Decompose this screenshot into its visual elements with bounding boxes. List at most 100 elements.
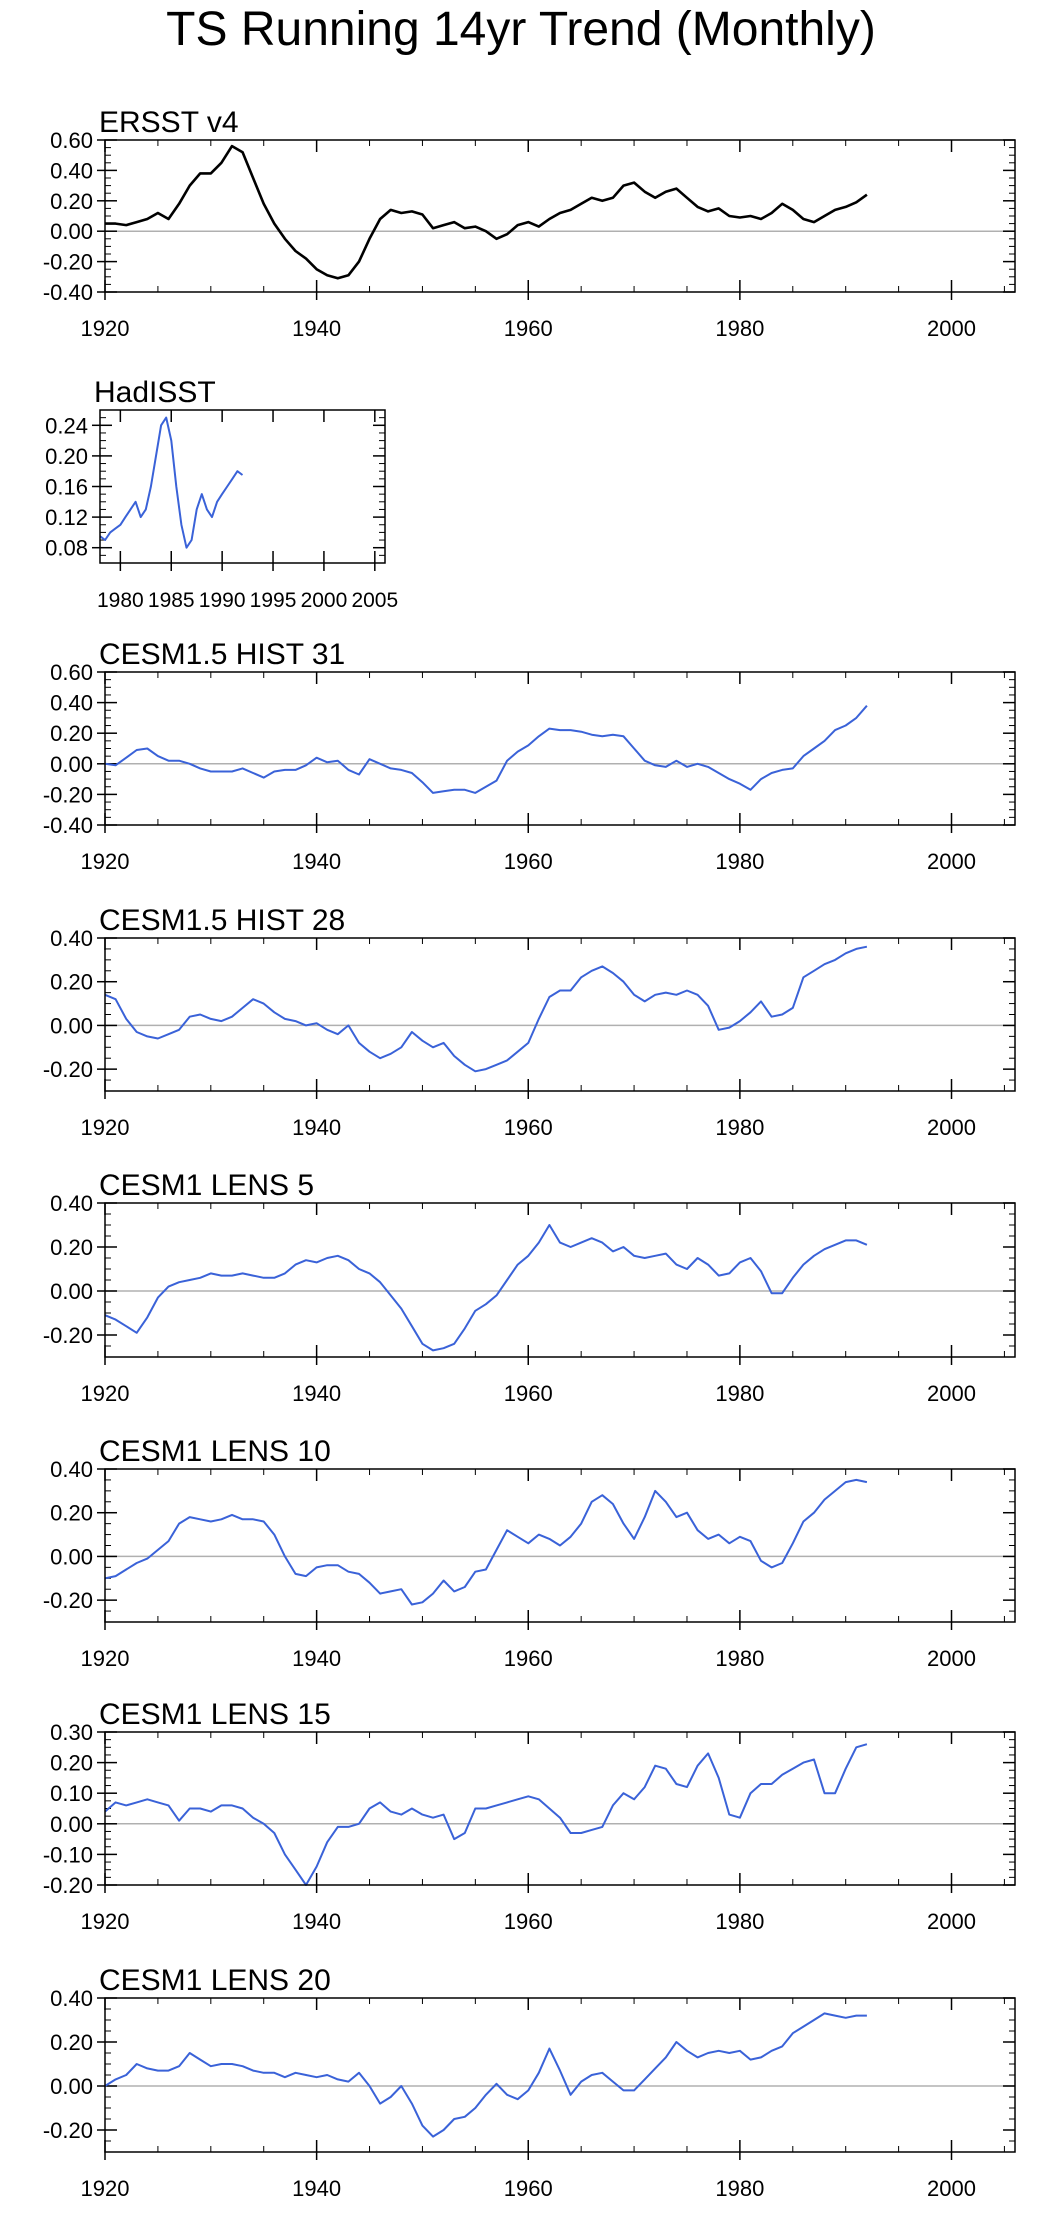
y-tick-label: 0.12 xyxy=(45,505,88,530)
y-tick-label: 0.20 xyxy=(50,1501,93,1526)
series-line xyxy=(104,705,868,794)
x-tick-label: 1990 xyxy=(199,589,246,612)
y-tick-label: 0.20 xyxy=(50,1751,93,1776)
panel-title: CESM1 LENS 10 xyxy=(99,1435,331,1468)
series-line xyxy=(104,1478,868,1606)
y-tick-label: -0.20 xyxy=(43,2118,93,2143)
y-tick-label: -0.40 xyxy=(43,813,93,838)
series-line xyxy=(104,945,868,1073)
y-tick-label: 0.00 xyxy=(50,219,93,244)
x-tick-label: 2000 xyxy=(927,849,976,874)
y-tick-label: 0.24 xyxy=(45,413,88,438)
x-tick-label: 1980 xyxy=(715,1115,764,1140)
y-tick-label: -0.20 xyxy=(43,782,93,807)
panel-2: HadISST 1980 1985 1990 1995 2000 2005 0.08 0.12 0… xyxy=(45,376,398,612)
x-tick-label: 1940 xyxy=(292,2176,341,2201)
y-tick-label: 0.20 xyxy=(50,970,93,995)
y-tick-label: -0.40 xyxy=(43,280,93,305)
x-tick-label: 1980 xyxy=(97,589,144,612)
panel-title: CESM1 LENS 15 xyxy=(99,1698,331,1731)
y-tick-label: -0.20 xyxy=(43,1588,93,1613)
panel-7: CESM1 LENS 15 1920 1940 1960 1980 2000 -0.20 -0… xyxy=(43,1698,1016,1934)
plot-frame xyxy=(104,671,1016,826)
y-tick-label: 0.10 xyxy=(50,1781,93,1806)
series-line xyxy=(104,1743,868,1886)
panel-title: CESM1.5 HIST 31 xyxy=(99,638,345,671)
panel-8: CESM1 LENS 20 1920 1940 1960 1980 2000 -0.20 0.… xyxy=(43,1964,1016,2201)
y-tick-label: 0.40 xyxy=(50,1986,93,2011)
y-tick-label: 0.40 xyxy=(50,691,93,716)
y-tick-label: 0.00 xyxy=(50,1279,93,1304)
x-tick-label: 1960 xyxy=(504,316,553,341)
panel-title: CESM1.5 HIST 28 xyxy=(99,904,345,937)
x-tick-label: 1980 xyxy=(715,849,764,874)
plot-frame xyxy=(104,1731,1016,1886)
y-tick-label: 0.00 xyxy=(50,2074,93,2099)
panel-4: CESM1.5 HIST 28 1920 1940 1960 1980 2000 -0.20… xyxy=(43,904,1016,1140)
x-tick-label: 2000 xyxy=(927,1646,976,1671)
y-tick-label: 0.20 xyxy=(50,721,93,746)
y-tick-label: 0.20 xyxy=(50,189,93,214)
y-tick-label: 0.20 xyxy=(50,2030,93,2055)
plot-frame xyxy=(99,409,386,564)
x-tick-label: 1980 xyxy=(715,1381,764,1406)
y-tick-label: 0.00 xyxy=(50,1812,93,1837)
y-tick-label: 0.60 xyxy=(50,128,93,153)
x-tick-label: 1960 xyxy=(504,1115,553,1140)
x-tick-label: 2000 xyxy=(927,316,976,341)
x-tick-label: 1980 xyxy=(715,1646,764,1671)
y-tick-label: 0.60 xyxy=(50,660,93,685)
x-tick-label: 1920 xyxy=(81,1381,130,1406)
x-tick-label: 1980 xyxy=(715,2176,764,2201)
x-tick-label: 1940 xyxy=(292,316,341,341)
x-tick-label: 1940 xyxy=(292,1646,341,1671)
x-tick-label: 1960 xyxy=(504,2176,553,2201)
plot-frame xyxy=(104,139,1016,293)
y-tick-label: 0.08 xyxy=(45,536,88,561)
series-line xyxy=(105,144,868,280)
x-tick-label: 1920 xyxy=(81,1115,130,1140)
y-tick-label: 0.40 xyxy=(50,1457,93,1482)
x-tick-label: 1960 xyxy=(504,1646,553,1671)
x-tick-label: 1940 xyxy=(292,1381,341,1406)
panel-title: CESM1 LENS 20 xyxy=(99,1964,331,1997)
x-tick-label: 1920 xyxy=(81,849,130,874)
y-tick-label: -0.20 xyxy=(43,1873,93,1898)
x-tick-label: 1920 xyxy=(81,1909,130,1934)
y-tick-label: -0.20 xyxy=(43,1057,93,1082)
panel-1: ERSST v4 1920 1940 1960 1980 2000 -0.40 -0.20 0.… xyxy=(43,106,1016,341)
series-line xyxy=(104,1224,868,1352)
x-tick-label: 1995 xyxy=(250,589,297,612)
x-tick-label: 2000 xyxy=(301,589,348,612)
y-tick-label: -0.20 xyxy=(43,1323,93,1348)
plot-frame xyxy=(104,1202,1016,1358)
y-tick-label: 0.00 xyxy=(50,1013,93,1038)
x-tick-label: 1940 xyxy=(292,849,341,874)
x-tick-label: 1960 xyxy=(504,1381,553,1406)
x-tick-label: 2000 xyxy=(927,1115,976,1140)
x-tick-label: 1980 xyxy=(715,1909,764,1934)
plot-frame xyxy=(104,1468,1016,1623)
y-tick-label: 0.30 xyxy=(50,1720,93,1745)
x-tick-label: 1940 xyxy=(292,1909,341,1934)
series-line xyxy=(99,416,244,549)
y-tick-label: 0.40 xyxy=(50,926,93,951)
series-line xyxy=(104,2012,867,2138)
panel-title: CESM1 LENS 5 xyxy=(99,1169,314,1202)
y-tick-label: 0.40 xyxy=(50,1191,93,1216)
x-tick-label: 2000 xyxy=(927,1909,976,1934)
x-tick-label: 1960 xyxy=(504,1909,553,1934)
panel-title: HadISST xyxy=(94,376,216,409)
y-tick-label: 0.00 xyxy=(50,1544,93,1569)
x-tick-label: 1980 xyxy=(715,316,764,341)
y-tick-label: 0.20 xyxy=(50,1235,93,1260)
main-title: TS Running 14yr Trend (Monthly) xyxy=(166,3,876,56)
y-tick-label: 0.00 xyxy=(50,752,93,777)
x-tick-label: 1985 xyxy=(148,589,195,612)
panel-title: ERSST v4 xyxy=(99,106,239,139)
x-tick-label: 1920 xyxy=(81,1646,130,1671)
y-tick-label: -0.10 xyxy=(43,1842,93,1867)
y-tick-label: 0.40 xyxy=(50,158,93,183)
x-tick-label: 1940 xyxy=(292,1115,341,1140)
